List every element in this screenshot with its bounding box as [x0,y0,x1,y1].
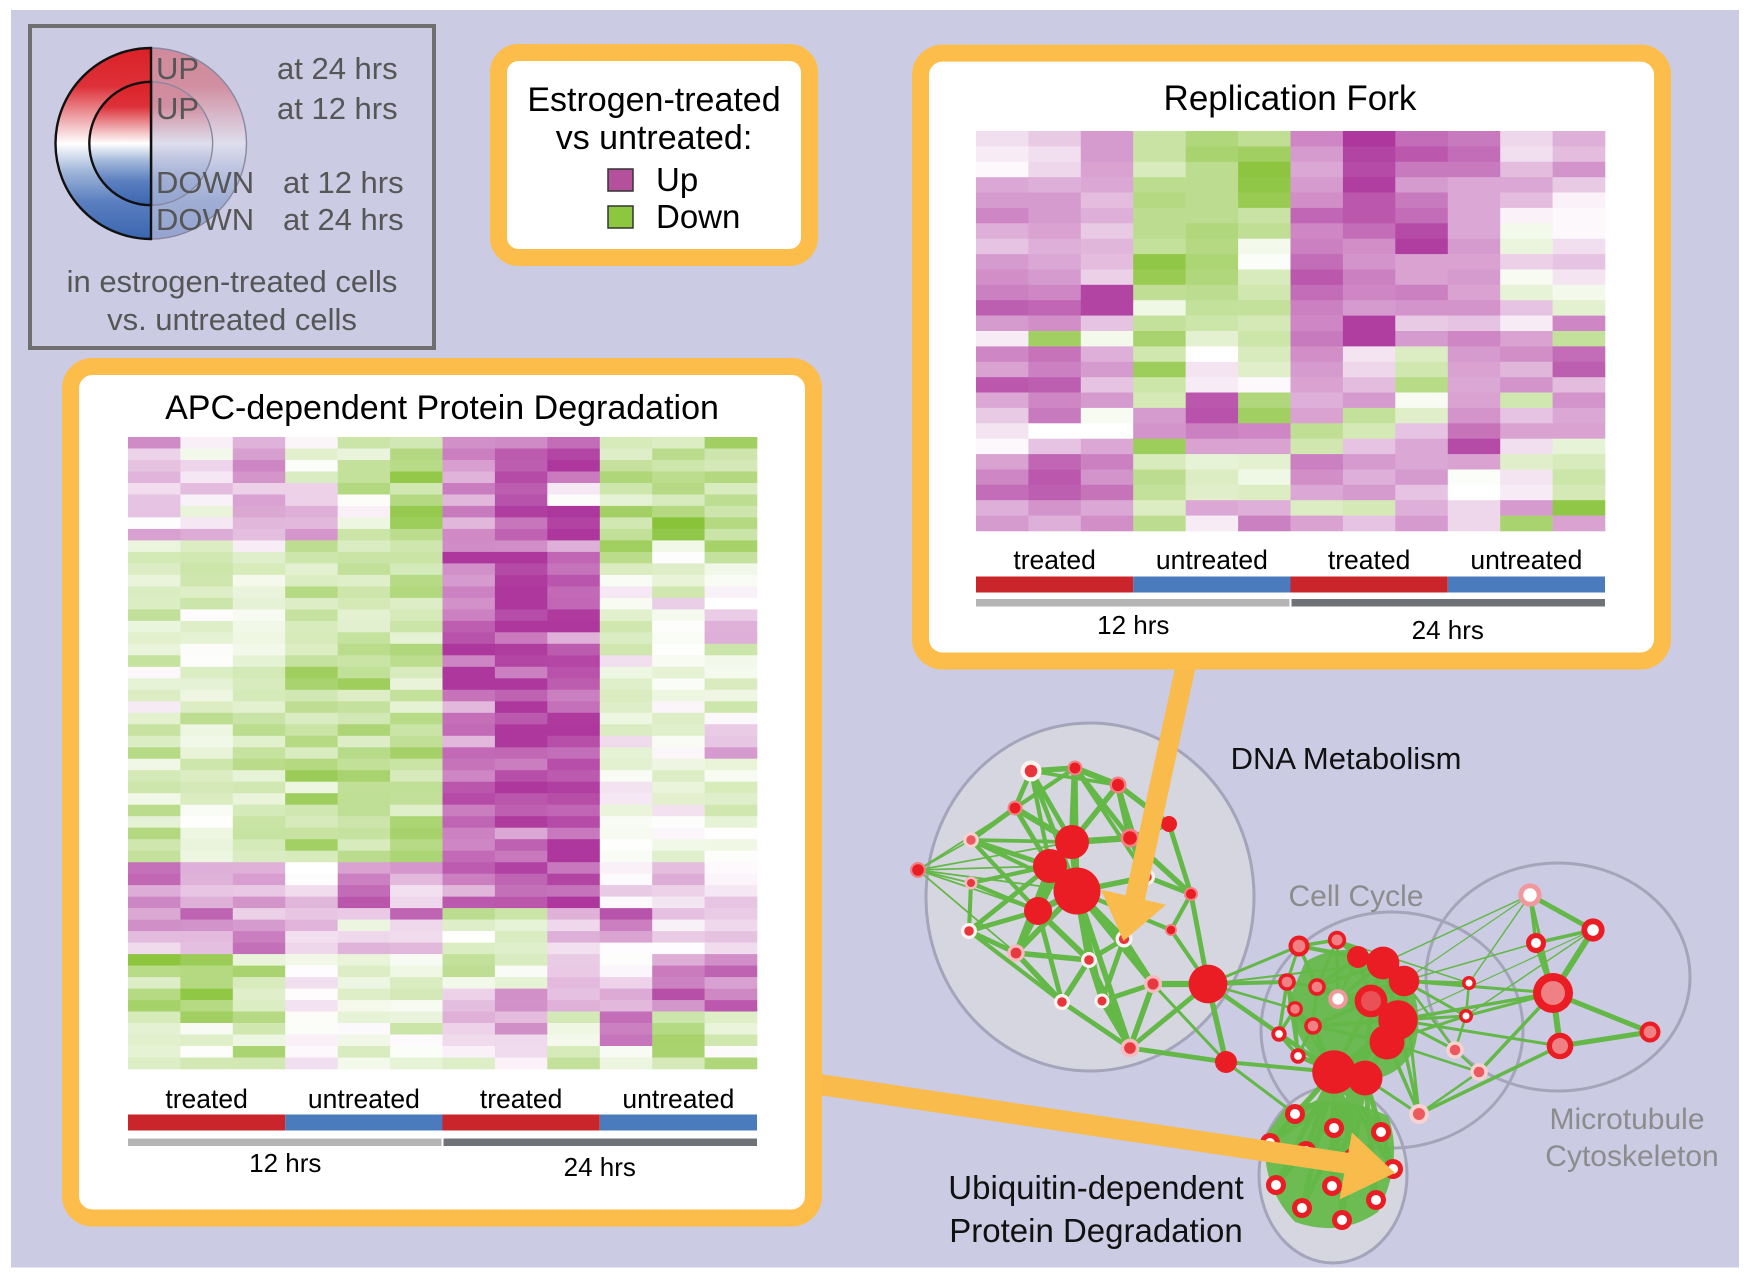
svg-text:at 12 hrs: at 12 hrs [277,91,398,126]
svg-text:Microtubule: Microtubule [1549,1103,1704,1136]
svg-text:untreated: untreated [1470,545,1582,575]
svg-text:untreated: untreated [1156,545,1268,575]
svg-text:DNA Metabolism: DNA Metabolism [1231,741,1462,776]
svg-text:treated: treated [165,1084,248,1114]
svg-text:24 hrs: 24 hrs [564,1152,636,1182]
svg-text:UP: UP [156,51,199,86]
svg-text:DOWN: DOWN [156,165,254,200]
svg-text:treated: treated [1328,545,1411,575]
svg-text:in estrogen-treated cells: in estrogen-treated cells [67,264,398,299]
svg-text:Protein Degradation: Protein Degradation [949,1212,1243,1249]
svg-text:at 24 hrs: at 24 hrs [277,51,398,86]
svg-text:DOWN: DOWN [156,202,254,237]
svg-text:vs. untreated cells: vs. untreated cells [107,302,357,337]
svg-text:12 hrs: 12 hrs [1097,610,1169,640]
svg-text:vs untreated:: vs untreated: [556,119,753,157]
svg-text:Cell Cycle: Cell Cycle [1288,880,1423,913]
svg-text:APC-dependent Protein Degradat: APC-dependent Protein Degradation [165,389,719,427]
svg-text:Replication Fork: Replication Fork [1164,79,1417,118]
svg-text:Down: Down [656,198,740,235]
svg-text:Ubiquitin-dependent: Ubiquitin-dependent [948,1169,1243,1206]
svg-text:at 12 hrs: at 12 hrs [283,165,404,200]
svg-text:untreated: untreated [308,1084,420,1114]
svg-text:12 hrs: 12 hrs [249,1148,321,1178]
svg-text:UP: UP [156,91,199,126]
svg-text:treated: treated [1013,545,1096,575]
svg-text:treated: treated [480,1084,563,1114]
svg-text:Estrogen-treated: Estrogen-treated [527,81,780,119]
svg-text:untreated: untreated [622,1084,734,1114]
svg-text:24 hrs: 24 hrs [1412,615,1484,645]
svg-text:at 24 hrs: at 24 hrs [283,202,404,237]
svg-text:Cytoskeleton: Cytoskeleton [1545,1140,1718,1173]
svg-text:Up: Up [656,161,698,198]
